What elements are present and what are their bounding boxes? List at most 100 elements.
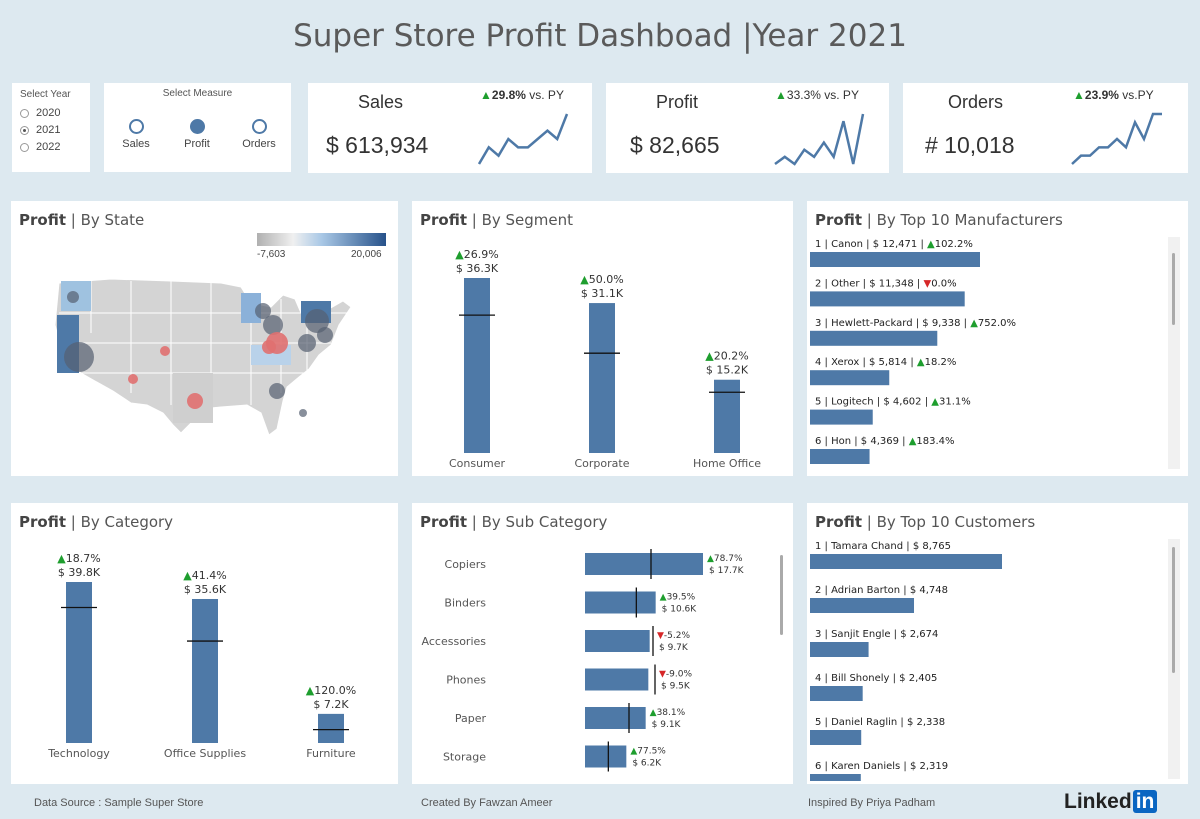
bubble-california <box>64 342 94 372</box>
category-label: Home Office <box>693 457 761 470</box>
legend-max: 20,006 <box>351 249 382 260</box>
bubble-virginia <box>317 327 333 343</box>
category-label: Consumer <box>449 457 506 470</box>
change-label: ▼-5.2% <box>657 631 690 641</box>
value-label: $ 36.3K <box>456 262 499 275</box>
scrollbar-track[interactable] <box>1168 237 1180 469</box>
kpi-change: ▲29.8% vs. PY <box>480 88 564 102</box>
bubble-michigan <box>255 303 271 319</box>
scrollbar-thumb[interactable] <box>1172 253 1175 325</box>
scrollbar-thumb[interactable] <box>1172 547 1175 673</box>
change-label: ▲77.5% <box>630 747 666 757</box>
bar-phones <box>585 668 649 691</box>
panel-profit-by-customers: Profit | By Top 10 Customers 1 | Tamara … <box>807 503 1188 784</box>
category-chart: ▲18.7%$ 39.8K Technology ▲41.4%$ 35.6K Offi… <box>47 552 356 760</box>
kpi-name: Sales <box>358 92 404 112</box>
bubble-indiana <box>263 315 283 335</box>
scrollbar-thumb[interactable] <box>780 555 783 635</box>
kpi-card-orders: Orders ▲23.9% vs.PY # 10,018 <box>903 83 1188 173</box>
subcategory-label: Paper <box>455 712 487 725</box>
select-year-label: Select Year <box>20 89 71 100</box>
sparkline-path <box>477 113 569 165</box>
profit-sparkline <box>774 113 865 166</box>
panel-title: Profit | By Segment <box>420 211 574 229</box>
row-label: 3 | Sanjit Engle | $ 2,674 <box>815 629 938 640</box>
bubble-arizona <box>128 374 138 384</box>
panel-profit-by-segment: Profit | By Segment ▲26.9% $ 36.3K Consume… <box>412 201 793 476</box>
panel-title: Profit | By Sub Category <box>420 513 608 531</box>
change-label: ▲20.2% <box>705 350 748 363</box>
row-label: 5 | Daniel Raglin | $ 2,338 <box>815 717 945 728</box>
year-option-2021[interactable]: 2021 <box>20 124 60 136</box>
category-label: Corporate <box>575 457 630 470</box>
value-label: $ 31.1K <box>581 287 624 300</box>
bubble-new-york <box>305 309 329 333</box>
orders-sparkline <box>1071 112 1162 165</box>
sparkline-path <box>774 113 865 166</box>
state-bubbles <box>64 291 333 417</box>
select-measure-label: Select Measure <box>162 88 233 99</box>
year-option-2020[interactable]: 2020 <box>20 107 60 119</box>
measure-option-orders[interactable]: Orders <box>229 119 289 150</box>
change-label: ▲50.0% <box>580 273 623 286</box>
bar-copiers <box>585 553 703 575</box>
radio-selected-icon <box>20 125 29 135</box>
color-legend-gradient <box>257 233 386 246</box>
radio-icon <box>20 108 29 118</box>
subcategory-label: Storage <box>443 751 486 764</box>
row-label: 1 | Canon | $ 12,471 | ▲102.2% <box>815 239 973 250</box>
value-label: $ 7.2K <box>313 698 349 711</box>
state-shading-michigan <box>241 293 261 323</box>
bar-adrian-barton <box>810 598 915 613</box>
subcategory-label: Binders <box>444 597 486 610</box>
kpi-value: # 10,018 <box>925 132 1015 158</box>
change-label: ▲39.5% <box>660 593 696 603</box>
manufacturers-chart: 1 | Canon | $ 12,471 | ▲102.2% 2 | Other … <box>810 239 1016 464</box>
kpi-card-sales: Sales ▲29.8% vs. PY $ 613,934 <box>308 83 592 173</box>
circle-icon <box>128 119 144 134</box>
change-label: ▲38.1% <box>650 708 686 718</box>
footer-created-by: Created By Fawzan Ameer <box>421 797 553 809</box>
kpi-card-profit: Profit ▲33.3% vs. PY $ 82,665 <box>606 83 889 173</box>
customers-chart: 1 | Tamara Chand | $ 8,765 2 | Adrian Bar… <box>810 541 1002 781</box>
panel-profit-by-state: Profit | By State -7,603 20,006 <box>11 201 398 476</box>
bar-other <box>810 291 965 307</box>
bubble-florida <box>299 409 307 417</box>
row-label: 4 | Xerox | $ 5,814 | ▲18.2% <box>815 357 956 368</box>
bar-tamara-chand <box>810 554 1002 569</box>
sales-sparkline <box>477 113 569 165</box>
bar-furniture <box>318 713 344 743</box>
kpi-change: ▲33.3% vs. PY <box>775 88 859 102</box>
kpi-value: $ 613,934 <box>326 132 429 158</box>
bar-karen-daniels <box>810 774 861 781</box>
measure-option-profit[interactable]: Profit <box>167 119 227 150</box>
us-map[interactable] <box>51 273 361 443</box>
measure-option-sales[interactable]: Sales <box>106 119 166 150</box>
bar-accessories <box>585 630 650 652</box>
linkedin-logo[interactable]: Linked in <box>1064 790 1158 814</box>
select-year-filter: Select Year 2020 2021 2022 <box>12 83 90 172</box>
bubble-washington <box>67 291 79 303</box>
sparkline-path <box>1071 112 1162 165</box>
circle-icon <box>251 119 267 134</box>
bar-consumer <box>464 278 490 453</box>
bubble-georgia <box>269 383 285 399</box>
bar-daniel-raglin <box>810 730 862 745</box>
footer-inspired-by: Inspired By Priya Padham <box>808 797 936 809</box>
row-label: 2 | Adrian Barton | $ 4,748 <box>815 585 948 596</box>
legend-min: -7,603 <box>257 249 286 260</box>
panel-profit-by-subcategory: Profit | By Sub Category Copiers ▲78.7% $ … <box>412 503 793 784</box>
segment-chart: ▲26.9%$ 36.3K Consumer ▲50.0%$ 31.1K Corpor… <box>449 248 761 470</box>
up-arrow-icon: ▲ <box>1073 88 1085 102</box>
value-label: $ 6.2K <box>632 759 662 769</box>
bar-technology <box>66 582 92 743</box>
year-option-2022[interactable]: 2022 <box>20 141 60 153</box>
bubble-pennsylvania <box>298 334 316 352</box>
row-label: 6 | Hon | $ 4,369 | ▲183.4% <box>815 436 955 447</box>
change-label: ▲18.7% <box>57 552 100 565</box>
category-label: Furniture <box>306 747 356 760</box>
change-label: ▼-9.0% <box>659 670 692 680</box>
bar-hon <box>810 449 870 464</box>
radio-icon <box>20 142 29 152</box>
bar-office-supplies <box>192 598 218 743</box>
